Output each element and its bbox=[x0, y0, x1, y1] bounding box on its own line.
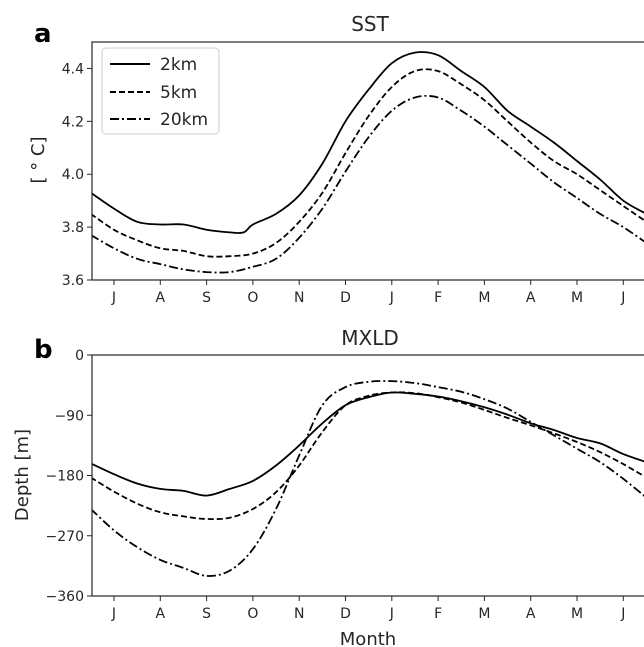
panel-b-mxld: b MXLD Depth [m] Month −360−270−180−900 … bbox=[12, 326, 644, 647]
legend-label-20km: 20km bbox=[160, 110, 208, 130]
x-tick-label: J bbox=[389, 606, 394, 622]
panel-a-lines bbox=[92, 51, 644, 274]
x-tick-label: J bbox=[111, 606, 116, 622]
x-tick-label: J bbox=[111, 290, 116, 306]
x-tick-label: N bbox=[294, 290, 304, 306]
panel-a-sst: a SST [ ° C] 3.6 3.8 4.0 4.2 4.4 J A S O N D J F M A M… bbox=[28, 12, 644, 306]
x-tick-label: F bbox=[434, 290, 442, 306]
x-tick-label: O bbox=[247, 606, 258, 622]
x-tick-label: J bbox=[620, 290, 625, 306]
x-tick-label: M bbox=[571, 290, 583, 306]
series-line-2km bbox=[92, 51, 644, 234]
y-tick-label: 4.2 bbox=[62, 114, 84, 130]
x-tick-label: N bbox=[294, 606, 304, 622]
x-tick-label: D bbox=[340, 606, 351, 622]
x-tick-label: J bbox=[389, 290, 394, 306]
panel-b-frame bbox=[91, 354, 644, 597]
y-tick-label: 4.4 bbox=[62, 61, 84, 77]
x-tick-label: F bbox=[434, 606, 442, 622]
panel-a-ylabel: [ ° C] bbox=[28, 136, 49, 183]
panel-b-lines bbox=[92, 380, 644, 577]
panel-a-legend: 2km 5km 20km bbox=[101, 47, 220, 135]
y-tick-label: 4.0 bbox=[62, 167, 84, 183]
panel-a-title: SST bbox=[351, 12, 389, 36]
legend-label-5km: 5km bbox=[160, 83, 197, 103]
x-tick-label: D bbox=[340, 290, 351, 306]
y-tick-label: 0 bbox=[75, 348, 84, 364]
y-tick-label: −270 bbox=[46, 529, 84, 545]
legend-box bbox=[101, 47, 220, 135]
series-line-5km bbox=[92, 391, 644, 521]
series-line-5km bbox=[92, 68, 644, 258]
panel-a-frame bbox=[91, 41, 644, 281]
x-tick-label: S bbox=[202, 290, 211, 306]
x-tick-label: M bbox=[478, 290, 490, 306]
panel-b-yticks: −360 −270 −180 −90 0 bbox=[46, 348, 92, 605]
y-tick-label: −90 bbox=[54, 408, 84, 424]
x-tick-label: J bbox=[620, 606, 625, 622]
x-tick-label: A bbox=[156, 606, 166, 622]
panel-a-letter: a bbox=[34, 19, 52, 49]
panel-a-yticks: 3.6 3.8 4.0 4.2 4.4 bbox=[62, 61, 92, 289]
panel-b-ylabel: Depth [m] bbox=[12, 429, 33, 521]
y-tick-label: −360 bbox=[46, 589, 84, 605]
x-tick-label: A bbox=[526, 606, 536, 622]
x-tick-label: S bbox=[202, 606, 211, 622]
y-tick-label: 3.6 bbox=[62, 273, 84, 289]
series-line-20km bbox=[92, 380, 644, 577]
y-tick-label: 3.8 bbox=[62, 220, 84, 236]
legend-label-2km: 2km bbox=[160, 55, 197, 75]
panel-b-xlabel: Month bbox=[340, 629, 396, 647]
x-tick-label: M bbox=[571, 606, 583, 622]
panel-b-title: MXLD bbox=[341, 326, 399, 350]
x-tick-label: M bbox=[478, 606, 490, 622]
series-line-2km bbox=[92, 391, 644, 497]
x-tick-label: A bbox=[526, 290, 536, 306]
y-tick-label: −180 bbox=[46, 469, 84, 485]
series-line-20km bbox=[92, 94, 644, 274]
panel-b-letter: b bbox=[34, 335, 53, 365]
x-tick-label: O bbox=[247, 290, 258, 306]
x-tick-label: A bbox=[156, 290, 166, 306]
